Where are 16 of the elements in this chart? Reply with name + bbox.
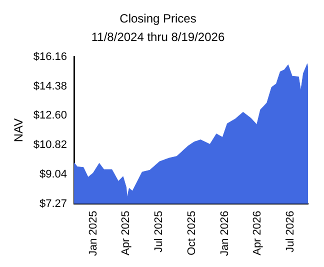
y-tick-label: $9.04 bbox=[40, 168, 68, 181]
chart-subtitle: 11/8/2024 thru 8/19/2026 bbox=[91, 30, 225, 44]
x-tick-label: Jul 2025 bbox=[152, 210, 165, 252]
x-tick-label: Jan 2026 bbox=[219, 210, 232, 256]
x-tick-label: Apr 2026 bbox=[252, 210, 264, 256]
y-tick-label: $14.38 bbox=[33, 80, 68, 92]
x-tick-label: Jul 2026 bbox=[284, 210, 296, 252]
y-axis-title: NAV bbox=[12, 118, 26, 142]
y-tick-label: $10.82 bbox=[33, 139, 68, 152]
y-tick-label: $16.16 bbox=[33, 50, 68, 63]
y-tick-label: $7.27 bbox=[40, 198, 68, 210]
x-tick-label: Oct 2025 bbox=[186, 210, 198, 256]
chart-title: Closing Prices bbox=[120, 12, 196, 26]
y-tick-label: $12.60 bbox=[33, 110, 68, 122]
x-tick-label: Apr 2025 bbox=[120, 210, 132, 256]
x-tick-label: Jan 2025 bbox=[88, 210, 100, 256]
